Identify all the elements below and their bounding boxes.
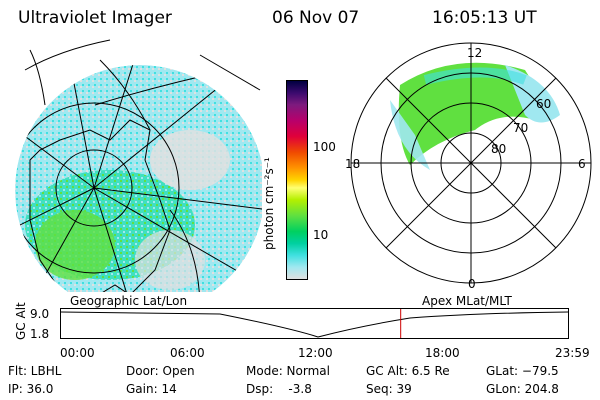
gc-alt-info: GC Alt: 6.5 Re	[366, 364, 450, 378]
mlat-label-70: 70	[513, 121, 529, 135]
mlt-label-bottom: 0	[468, 277, 476, 291]
timeline-ylabel: GC Alt	[14, 302, 28, 340]
timeline-xtick-4: 23:59	[555, 346, 590, 360]
colorbar-tick-10: 10	[313, 228, 329, 242]
geographic-map	[15, 39, 262, 292]
door-info: Door: Open	[126, 364, 195, 378]
colorbar-unit-label: photon cm⁻²s⁻¹	[262, 157, 276, 250]
timeline-xtick-3: 18:00	[425, 346, 460, 360]
gain-info: Gain: 14	[126, 382, 177, 396]
mlt-label-left: 18	[345, 157, 361, 171]
seq-info: Seq: 39	[366, 382, 412, 396]
time-label: 16:05:13 UT	[432, 8, 537, 28]
glon-info: GLon: 204.8	[486, 382, 559, 396]
timeline-ytick-bottom: 1.8	[30, 327, 50, 341]
mlat-label-60: 60	[536, 97, 552, 111]
filter-info: Flt: LBHL	[8, 364, 62, 378]
mode-info: Mode: Normal	[246, 364, 330, 378]
instrument-title: Ultraviolet Imager	[18, 8, 172, 28]
timeline-xtick-2: 12:00	[298, 346, 333, 360]
mlt-label-top: 12	[467, 46, 483, 60]
mlat-label-80: 80	[491, 142, 507, 156]
orbit-altitude-plot	[60, 308, 569, 339]
ip-info: IP: 36.0	[8, 382, 54, 396]
date-label: 06 Nov 07	[272, 8, 360, 28]
timeline-xtick-1: 06:00	[170, 346, 205, 360]
colorbar	[286, 80, 308, 280]
dsp-info: Dsp: -3.8	[246, 382, 312, 396]
mlt-label-right: 6	[578, 157, 586, 171]
geo-panel-label: Geographic Lat/Lon	[70, 294, 188, 308]
timeline-xtick-0: 00:00	[60, 346, 95, 360]
glat-info: GLat: −79.5	[486, 364, 559, 378]
timeline-ytick-top: 9.0	[30, 307, 50, 321]
polar-panel-label: Apex MLat/MLT	[422, 294, 512, 308]
polar-mlat-mlt-map	[350, 42, 592, 284]
colorbar-tick-100: 100	[313, 140, 336, 154]
